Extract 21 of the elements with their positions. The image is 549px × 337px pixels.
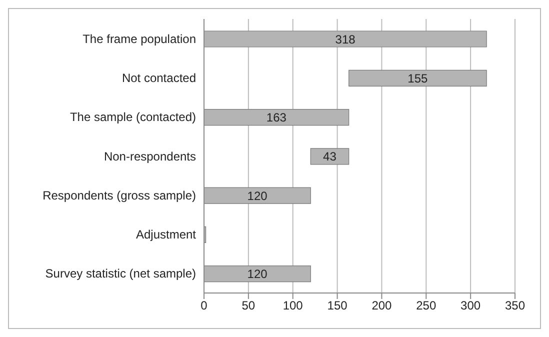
x-tick-label: 250	[416, 298, 436, 313]
y-tick-label: Non-respondents	[104, 149, 196, 164]
y-tick-label: Respondents (gross sample)	[42, 188, 196, 202]
x-tick-label: 0	[200, 298, 208, 313]
x-tick-label: 50	[242, 298, 256, 313]
x-tick-label: 300	[460, 298, 481, 313]
y-tick-label: Adjustment	[136, 228, 197, 242]
x-tick-label: 200	[372, 298, 392, 313]
x-tick-label: 150	[327, 298, 348, 313]
y-tick-label: The frame population	[82, 32, 196, 46]
data-label: 120	[247, 188, 268, 203]
data-label: 163	[266, 110, 287, 125]
x-tick-label: 100	[282, 298, 304, 313]
data-label: 120	[247, 267, 268, 282]
y-tick-label: Survey statistic (net sample)	[45, 266, 196, 281]
data-label: 155	[408, 71, 428, 86]
y-tick-label: Not contacted	[122, 70, 196, 85]
data-label: 318	[335, 32, 356, 46]
x-tick-label: 350	[504, 298, 526, 313]
data-label: 43	[323, 150, 337, 164]
y-tick-label: The sample (contacted)	[70, 110, 196, 124]
